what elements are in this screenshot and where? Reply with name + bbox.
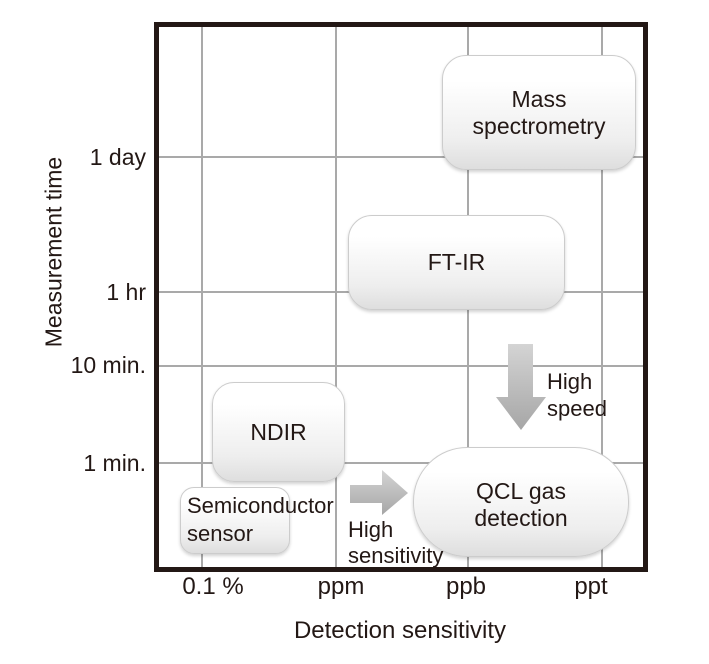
y-tick-10min: 10 min. [70,352,146,378]
y-axis-title-text: Measurement time [40,156,67,348]
y-tick-1min: 1 min. [83,450,146,476]
gridline-horizontal-1min [159,462,643,464]
box-semiconductor-sensor: Semiconductor sensor [180,487,334,554]
x-tick-ppt: ppt [574,573,608,600]
y-tick-1hr: 1 hr [106,279,146,305]
box-mass-spectrometry: Mass spectrometry [442,55,636,170]
y-tick-1day: 1 day [89,144,146,170]
box-mass-spectrometry-label: Mass spectrometry [472,85,606,139]
gridline-horizontal-10min [159,365,643,367]
x-tick-ppb: ppb [445,573,487,600]
high-speed-label: High speed [547,369,607,421]
box-qcl-gas-detection: QCL gas detection [413,447,629,557]
gridline-vertical-0.1pct [201,27,203,567]
high-sensitivity-label: High sensitivity [348,517,444,568]
box-ftir-label: FT-IR [427,249,486,275]
right-arrow-icon [350,470,408,515]
box-qcl-gas-detection-label: QCL gas detection [474,478,568,531]
down-arrow-icon [496,344,546,430]
box-semiconductor-sensor-label: Semiconductor sensor [187,493,334,546]
gridline-horizontal-1day [159,156,643,158]
box-ndir: NDIR [212,382,345,482]
gridline-vertical-ppt [601,27,603,567]
x-axis-title: Detection sensitivity [293,617,507,644]
x-tick-0.1pct: 0.1 % [182,573,244,600]
x-tick-ppm: ppm [317,573,365,600]
box-ftir: FT-IR [348,215,565,310]
gridline-vertical-ppm [335,27,337,567]
box-ndir-label: NDIR [250,418,307,445]
